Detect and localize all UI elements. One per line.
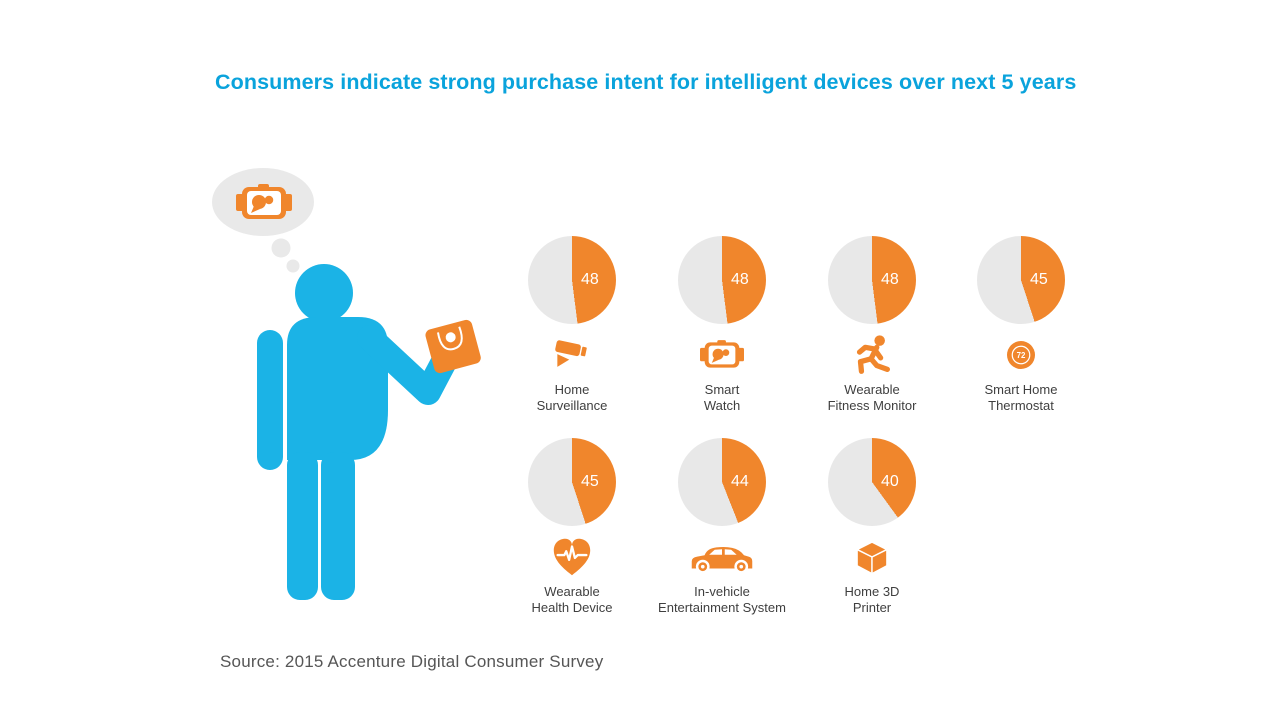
smartwatch-icon bbox=[236, 184, 292, 219]
pie-value-label: 45 bbox=[1030, 271, 1048, 288]
pie-chart: 48 bbox=[528, 236, 616, 324]
device-chart: 45 72 Smart Home Thermostat bbox=[941, 236, 1101, 413]
svg-text:72: 72 bbox=[1017, 351, 1026, 360]
pie-chart: 45 bbox=[528, 438, 616, 526]
heart-pulse-icon bbox=[492, 532, 652, 582]
device-chart: 48 Wearable Fitness Monitor bbox=[792, 236, 952, 413]
pie-chart: 48 bbox=[678, 236, 766, 324]
page-title: Consumers indicate strong purchase inten… bbox=[215, 70, 1077, 94]
pie-value-label: 40 bbox=[881, 473, 899, 490]
device-chart: 48 Home Surveillance bbox=[492, 236, 652, 413]
pie-chart: 40 bbox=[828, 438, 916, 526]
person-silhouette bbox=[257, 264, 460, 600]
thermostat-icon: 72 bbox=[941, 330, 1101, 380]
pie-value-label: 48 bbox=[581, 271, 599, 288]
source-note: Source: 2015 Accenture Digital Consumer … bbox=[220, 652, 604, 671]
device-label: Home Surveillance bbox=[536, 382, 608, 413]
device-chart: 40 Home 3D Printer bbox=[792, 438, 952, 615]
pie-chart: 45 bbox=[977, 236, 1065, 324]
device-label: Wearable Fitness Monitor bbox=[827, 382, 917, 413]
pie-chart: 48 bbox=[828, 236, 916, 324]
device-chart: 48 Smart Watch bbox=[642, 236, 802, 413]
device-chart: 44 In-vehicle Entertainment System bbox=[642, 438, 802, 615]
tablet-device-icon bbox=[425, 319, 481, 374]
device-label: Smart Home Thermostat bbox=[984, 382, 1058, 413]
car-icon bbox=[642, 532, 802, 582]
runner-icon bbox=[792, 330, 952, 380]
smartwatch-icon bbox=[642, 330, 802, 380]
device-label: In-vehicle Entertainment System bbox=[658, 584, 786, 615]
device-label: Smart Watch bbox=[703, 382, 741, 413]
pie-value-label: 48 bbox=[881, 271, 899, 288]
pie-value-label: 45 bbox=[581, 473, 599, 490]
device-chart: 45 Wearable Health Device bbox=[492, 438, 652, 615]
pie-chart: 44 bbox=[678, 438, 766, 526]
device-label: Wearable Health Device bbox=[531, 584, 613, 615]
pie-value-label: 48 bbox=[731, 271, 749, 288]
surveillance-camera-icon bbox=[492, 330, 652, 380]
consumer-figure bbox=[212, 168, 481, 600]
device-label: Home 3D Printer bbox=[844, 584, 900, 615]
pie-value-label: 44 bbox=[731, 473, 749, 490]
cube-icon bbox=[792, 532, 952, 582]
